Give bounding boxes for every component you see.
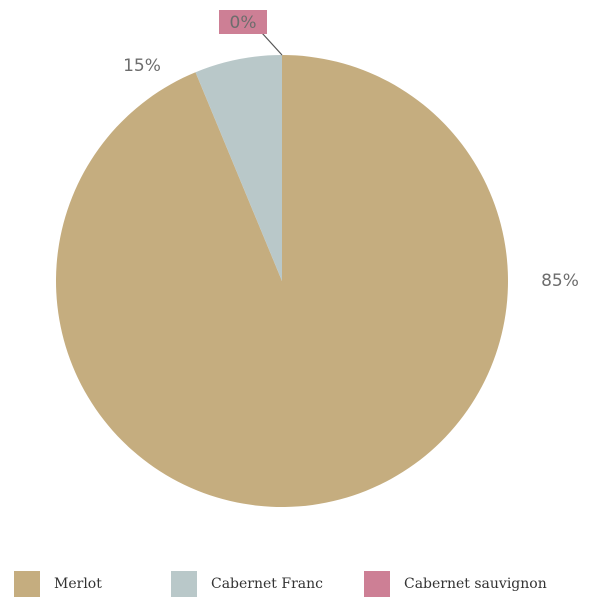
legend-item-cabernet-franc: Cabernet Franc — [171, 570, 323, 598]
pie-slice-merlot — [55, 55, 508, 507]
slice-label-merlot: 85% — [541, 271, 579, 291]
legend-swatch-merlot — [14, 571, 40, 597]
legend: Merlot Cabernet Franc Cabernet sauvignon — [14, 570, 584, 600]
leader-line-cabernet-sauvignon — [261, 32, 283, 56]
legend-item-merlot: Merlot — [14, 570, 102, 598]
legend-swatch-cabernet-franc — [171, 571, 197, 597]
legend-label-cabernet-franc: Cabernet Franc — [211, 576, 323, 592]
pie-slices — [55, 55, 508, 507]
slice-label-cabernet-franc: 15% — [123, 56, 161, 76]
pie-slice-cabernet-franc — [195, 55, 282, 281]
slice-label-cabernet-sauvignon: 0% — [230, 13, 257, 33]
legend-swatch-cabernet-sauvignon — [364, 571, 390, 597]
legend-label-cabernet-sauvignon: Cabernet sauvignon — [404, 576, 547, 592]
pie-labels: 85% 15% 0% — [123, 10, 579, 291]
legend-item-cabernet-sauvignon: Cabernet sauvignon — [364, 570, 547, 598]
slice-label-box-cabernet-sauvignon — [219, 10, 267, 34]
legend-label-merlot: Merlot — [54, 576, 102, 592]
